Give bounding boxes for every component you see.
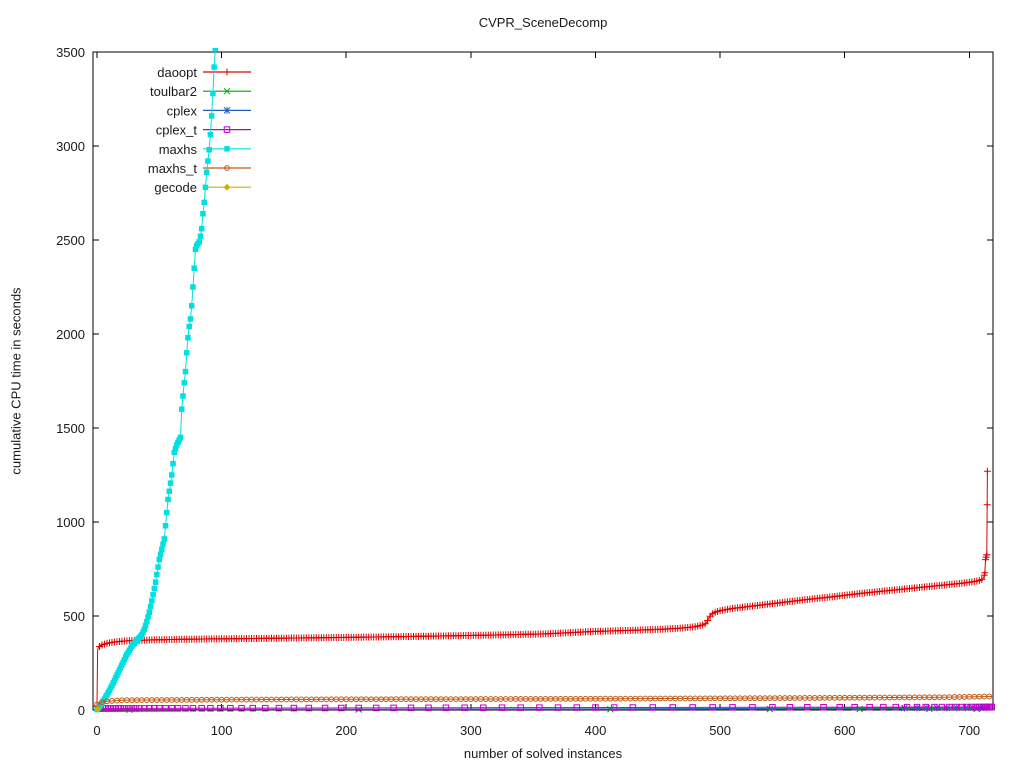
x-tick-label: 100 [211, 723, 233, 738]
y-tick-label: 1000 [56, 515, 85, 530]
series-cplex_t [94, 703, 996, 712]
y-tick-label: 500 [63, 609, 85, 624]
y-tick-label: 2500 [56, 233, 85, 248]
legend-label-daoopt: daoopt [157, 65, 197, 80]
y-tick-label: 0 [78, 703, 85, 718]
plot-frame [92, 51, 994, 711]
series-line-maxhs_t [96, 696, 992, 705]
legend-label-maxhs: maxhs [159, 142, 198, 157]
x-tick-label: 500 [709, 723, 731, 738]
series-maxhs_t [94, 693, 993, 708]
legend-label-maxhs_t: maxhs_t [148, 161, 198, 176]
series-gecode [94, 705, 102, 713]
x-tick-label: 700 [958, 723, 980, 738]
legend-label-cplex: cplex [167, 103, 198, 118]
series-line-cplex_t [96, 706, 992, 709]
series-line-maxhs [96, 48, 216, 710]
chart-title: CVPR_SceneDecomp [478, 15, 608, 30]
legend-label-cplex_t: cplex_t [156, 123, 198, 138]
x-axis-label: number of solved instances [463, 746, 623, 761]
axis-tick-labels: 0 100 200 300 400 500 600 700 0 500 1000 1500 2000 25… [56, 45, 980, 738]
x-tick-label: 0 [93, 723, 100, 738]
y-tick-label: 3000 [56, 139, 85, 154]
series-line-daoopt [96, 471, 988, 707]
x-tick-label: 400 [585, 723, 607, 738]
x-tick-label: 300 [460, 723, 482, 738]
legend-label-gecode: gecode [154, 180, 197, 195]
y-tick-label: 3500 [56, 45, 85, 60]
series-layer [93, 48, 996, 714]
y-tick-label: 1500 [56, 421, 85, 436]
x-tick-label: 200 [335, 723, 357, 738]
y-tick-label: 2000 [56, 327, 85, 342]
series-line-cplex [96, 707, 990, 711]
y-axis-label: cumulative CPU time in seconds [8, 287, 24, 475]
series-daoopt [93, 467, 991, 710]
x-tick-label: 600 [834, 723, 856, 738]
series-maxhs [94, 48, 219, 713]
legend-label-toulbar2: toulbar2 [150, 84, 197, 99]
